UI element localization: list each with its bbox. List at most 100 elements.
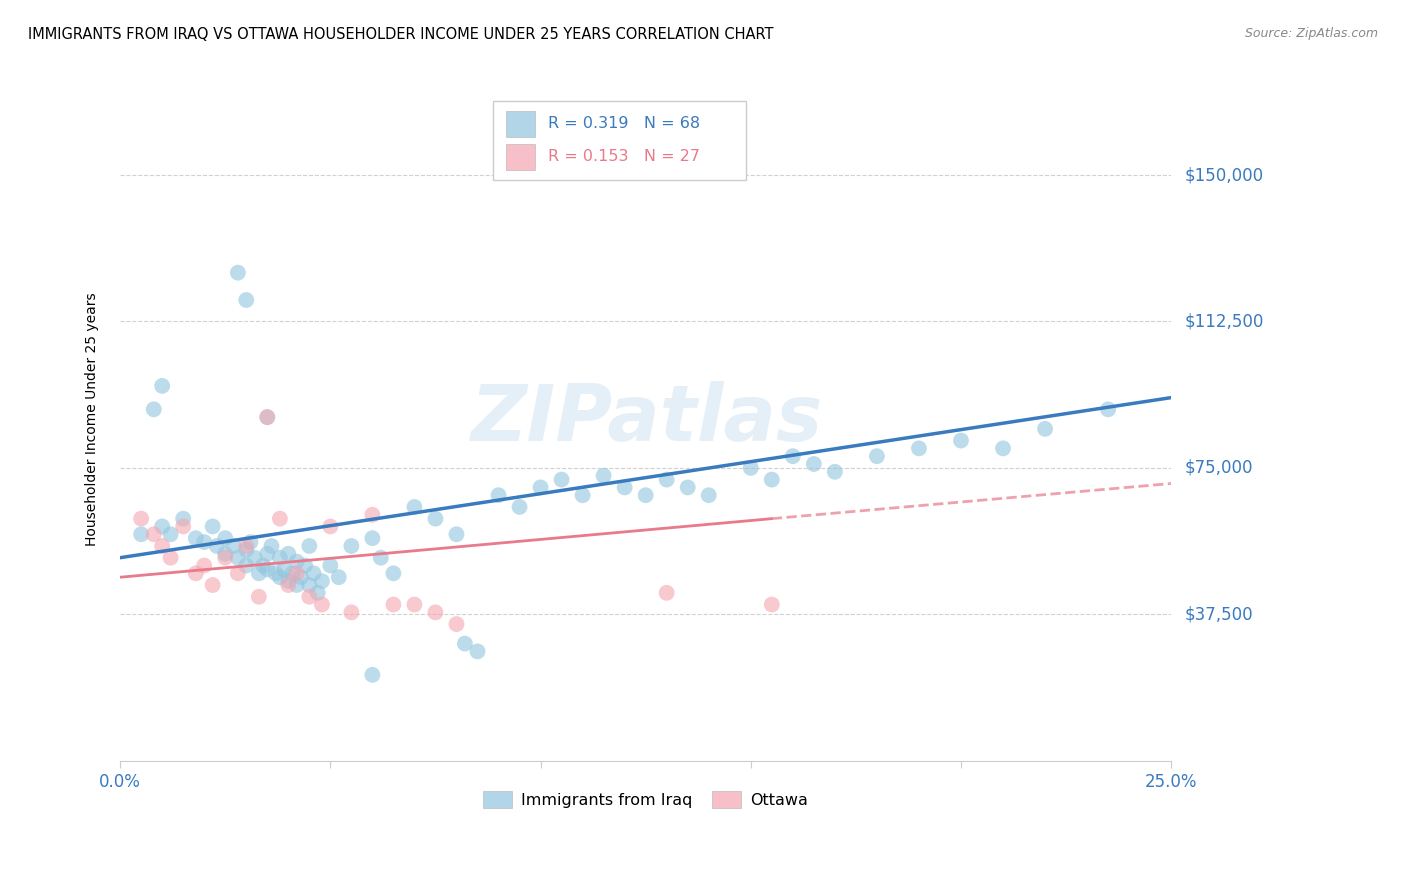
Point	[446, 527, 468, 541]
Point	[550, 473, 572, 487]
Point	[454, 637, 477, 651]
Point	[235, 542, 257, 557]
Point	[382, 598, 405, 612]
Point	[142, 527, 165, 541]
Point	[1097, 402, 1119, 417]
Point	[290, 570, 312, 584]
Point	[205, 539, 228, 553]
Text: R = 0.319   N = 68: R = 0.319 N = 68	[548, 116, 700, 131]
Point	[201, 519, 224, 533]
Text: $75,000: $75,000	[1185, 458, 1254, 477]
Point	[285, 555, 308, 569]
Point	[184, 531, 207, 545]
Point	[340, 539, 363, 553]
Point	[243, 550, 266, 565]
Point	[235, 558, 257, 573]
Point	[273, 562, 295, 576]
Point	[222, 539, 245, 553]
Point	[214, 547, 236, 561]
Point	[866, 449, 889, 463]
Point	[172, 511, 194, 525]
Point	[761, 598, 783, 612]
Point	[260, 539, 283, 553]
Text: ZIPatlas: ZIPatlas	[470, 381, 821, 457]
Text: R = 0.153   N = 27: R = 0.153 N = 27	[548, 149, 700, 164]
Point	[311, 598, 333, 612]
Point	[193, 558, 215, 573]
Point	[226, 266, 249, 280]
Point	[634, 488, 657, 502]
FancyBboxPatch shape	[506, 144, 536, 169]
Point	[740, 461, 762, 475]
Point	[269, 570, 291, 584]
Point	[404, 500, 426, 514]
Point	[382, 566, 405, 581]
Point	[226, 566, 249, 581]
Point	[285, 578, 308, 592]
Y-axis label: Householder Income Under 25 years: Householder Income Under 25 years	[86, 293, 100, 546]
Point	[129, 527, 152, 541]
Text: $37,500: $37,500	[1185, 606, 1254, 624]
Point	[269, 511, 291, 525]
Point	[697, 488, 720, 502]
Point	[142, 402, 165, 417]
Point	[302, 566, 325, 581]
Point	[425, 511, 447, 525]
Point	[782, 449, 804, 463]
Point	[824, 465, 846, 479]
Point	[298, 539, 321, 553]
Point	[361, 508, 384, 522]
Point	[655, 586, 678, 600]
Point	[201, 578, 224, 592]
Point	[193, 535, 215, 549]
Point	[256, 410, 278, 425]
Text: $112,500: $112,500	[1185, 312, 1264, 330]
Point	[298, 590, 321, 604]
FancyBboxPatch shape	[506, 111, 536, 136]
Point	[991, 442, 1014, 456]
Point	[277, 547, 299, 561]
Point	[294, 558, 316, 573]
Point	[803, 457, 825, 471]
Point	[247, 590, 270, 604]
Point	[311, 574, 333, 588]
Point	[319, 558, 342, 573]
Point	[319, 519, 342, 533]
Point	[150, 519, 173, 533]
Text: IMMIGRANTS FROM IRAQ VS OTTAWA HOUSEHOLDER INCOME UNDER 25 YEARS CORRELATION CHA: IMMIGRANTS FROM IRAQ VS OTTAWA HOUSEHOLD…	[28, 27, 773, 42]
Point	[129, 511, 152, 525]
Point	[264, 566, 287, 581]
Point	[256, 547, 278, 561]
Point	[908, 442, 931, 456]
Point	[184, 566, 207, 581]
Point	[307, 586, 329, 600]
Text: $150,000: $150,000	[1185, 166, 1264, 184]
Point	[613, 480, 636, 494]
Point	[655, 473, 678, 487]
Point	[467, 644, 489, 658]
Point	[247, 566, 270, 581]
Point	[256, 562, 278, 576]
Point	[226, 550, 249, 565]
Point	[277, 574, 299, 588]
Point	[488, 488, 510, 502]
Point	[235, 293, 257, 307]
Point	[285, 566, 308, 581]
Point	[361, 668, 384, 682]
Point	[298, 578, 321, 592]
Point	[277, 578, 299, 592]
Point	[256, 410, 278, 425]
Point	[235, 539, 257, 553]
Point	[509, 500, 531, 514]
Point	[676, 480, 699, 494]
Point	[592, 468, 614, 483]
Point	[425, 606, 447, 620]
Point	[340, 606, 363, 620]
Point	[150, 539, 173, 553]
Point	[159, 550, 181, 565]
Point	[361, 531, 384, 545]
Point	[252, 558, 274, 573]
Point	[269, 550, 291, 565]
Point	[150, 379, 173, 393]
Point	[214, 531, 236, 545]
